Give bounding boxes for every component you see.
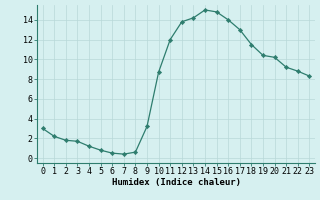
X-axis label: Humidex (Indice chaleur): Humidex (Indice chaleur) [111,178,241,187]
